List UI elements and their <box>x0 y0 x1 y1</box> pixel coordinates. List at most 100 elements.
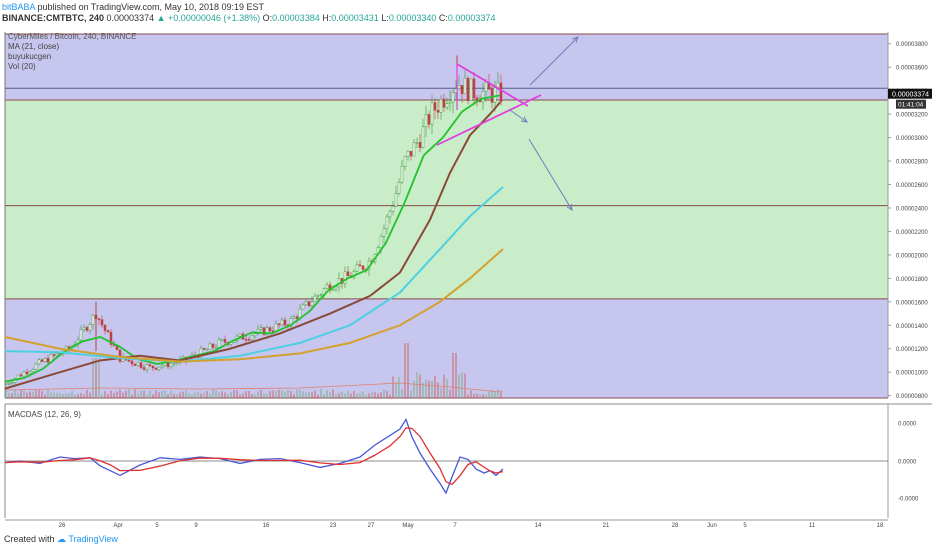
volume-bar <box>110 390 112 398</box>
volume-bar <box>332 389 334 398</box>
candle-body <box>43 358 47 362</box>
time-tick-label: 23 <box>330 523 337 529</box>
volume-bar <box>179 392 181 398</box>
volume-bar <box>44 394 46 398</box>
price-tick-label: 0.00002600 <box>896 183 928 189</box>
volume-bar <box>446 379 448 398</box>
volume-bar <box>137 393 139 398</box>
candle-body <box>136 362 140 366</box>
volume-bar <box>305 392 307 398</box>
candle-body <box>103 324 107 331</box>
time-tick-label: Apr <box>113 523 122 529</box>
candle-body <box>145 364 149 370</box>
volume-bar <box>383 389 385 398</box>
volume-bar <box>164 390 166 398</box>
volume-bar <box>14 389 16 398</box>
volume-bar <box>497 389 499 398</box>
candle-body <box>37 359 41 365</box>
arrow-up-head <box>572 36 579 43</box>
macd-legend: MACDAS (12, 26, 9) <box>8 410 81 420</box>
volume-bar <box>59 393 61 398</box>
price-axis[interactable] <box>888 32 932 398</box>
volume-bar <box>20 390 22 398</box>
candle-body <box>307 301 311 306</box>
arrow-small[interactable] <box>509 109 528 123</box>
volume-bar <box>242 393 244 398</box>
volume-bar <box>5 390 7 398</box>
candle-body <box>205 348 209 351</box>
volume-bar <box>149 390 151 398</box>
footer: Created with ☁ TradingView <box>4 534 118 545</box>
volume-bar <box>182 391 184 398</box>
candle-body <box>391 206 395 212</box>
volume-bar <box>53 392 55 398</box>
candle-body <box>148 364 152 367</box>
candle-body <box>358 264 362 267</box>
volume-bar <box>353 390 355 398</box>
volume-bar <box>191 394 193 398</box>
volume-bar <box>410 390 412 398</box>
author-link[interactable]: bitBABA <box>2 2 36 12</box>
candle-body <box>31 369 35 372</box>
price-tick-label: 0.00002000 <box>896 253 928 259</box>
candle-body <box>313 295 317 303</box>
candle-body <box>304 301 308 306</box>
candle-body <box>415 142 419 144</box>
volume-bar <box>500 390 502 398</box>
volume-bar <box>473 393 475 398</box>
footer-brand[interactable]: TradingView <box>68 534 118 544</box>
volume-bar <box>440 387 442 398</box>
candle-body <box>19 374 23 377</box>
zone-purple-0 <box>5 33 888 101</box>
volume-bar <box>398 376 400 398</box>
triangle-upper-line[interactable] <box>456 63 529 107</box>
volume-bar <box>359 392 361 398</box>
candle-body <box>394 193 398 207</box>
candle-body <box>433 102 437 111</box>
volume-bar <box>494 390 496 398</box>
volume-bar <box>329 392 331 398</box>
arrow-down-head <box>566 203 573 211</box>
time-tick-label: 7 <box>453 523 457 529</box>
countdown-tag <box>896 99 926 109</box>
price-tick-label: 0.00002400 <box>896 206 928 212</box>
candle-body <box>211 343 215 348</box>
arrow-down[interactable] <box>528 138 573 211</box>
zone-green-1 <box>5 100 888 299</box>
low-label: L: <box>381 13 389 23</box>
candle-body <box>478 100 482 103</box>
volume-bar <box>278 389 280 398</box>
candle-body <box>382 228 386 237</box>
candle-body <box>82 327 86 330</box>
volume-bar <box>308 392 310 398</box>
time-tick-label: 14 <box>535 523 542 529</box>
volume-bar <box>248 390 250 398</box>
volume-bar <box>338 393 340 398</box>
candle-body <box>253 333 257 337</box>
volume-bar <box>452 353 454 398</box>
candle-body <box>400 166 404 183</box>
volume-bar <box>230 391 232 398</box>
volume-bar <box>98 358 100 398</box>
candle-body <box>16 374 20 379</box>
legend-pair: CyberMiles / Bitcoin, 240, BINANCE <box>8 32 137 41</box>
volume-bar <box>422 382 424 398</box>
volume-bar <box>491 389 493 398</box>
volume-bar <box>245 391 247 398</box>
change-up-icon: ▲ <box>156 13 166 23</box>
triangle-lower-line[interactable] <box>436 94 542 146</box>
volume-bar <box>161 390 163 398</box>
candle-body <box>202 348 206 350</box>
volume-bar <box>32 391 34 398</box>
volume-bar <box>416 372 418 398</box>
volume-bar <box>62 394 64 398</box>
candle-body <box>280 319 284 326</box>
time-tick-label: 5 <box>743 523 747 529</box>
volume-bar <box>35 390 37 398</box>
high-label: H: <box>322 13 332 23</box>
arrow-up[interactable] <box>529 36 579 86</box>
volume-bar <box>323 394 325 398</box>
candle-body <box>55 353 59 356</box>
